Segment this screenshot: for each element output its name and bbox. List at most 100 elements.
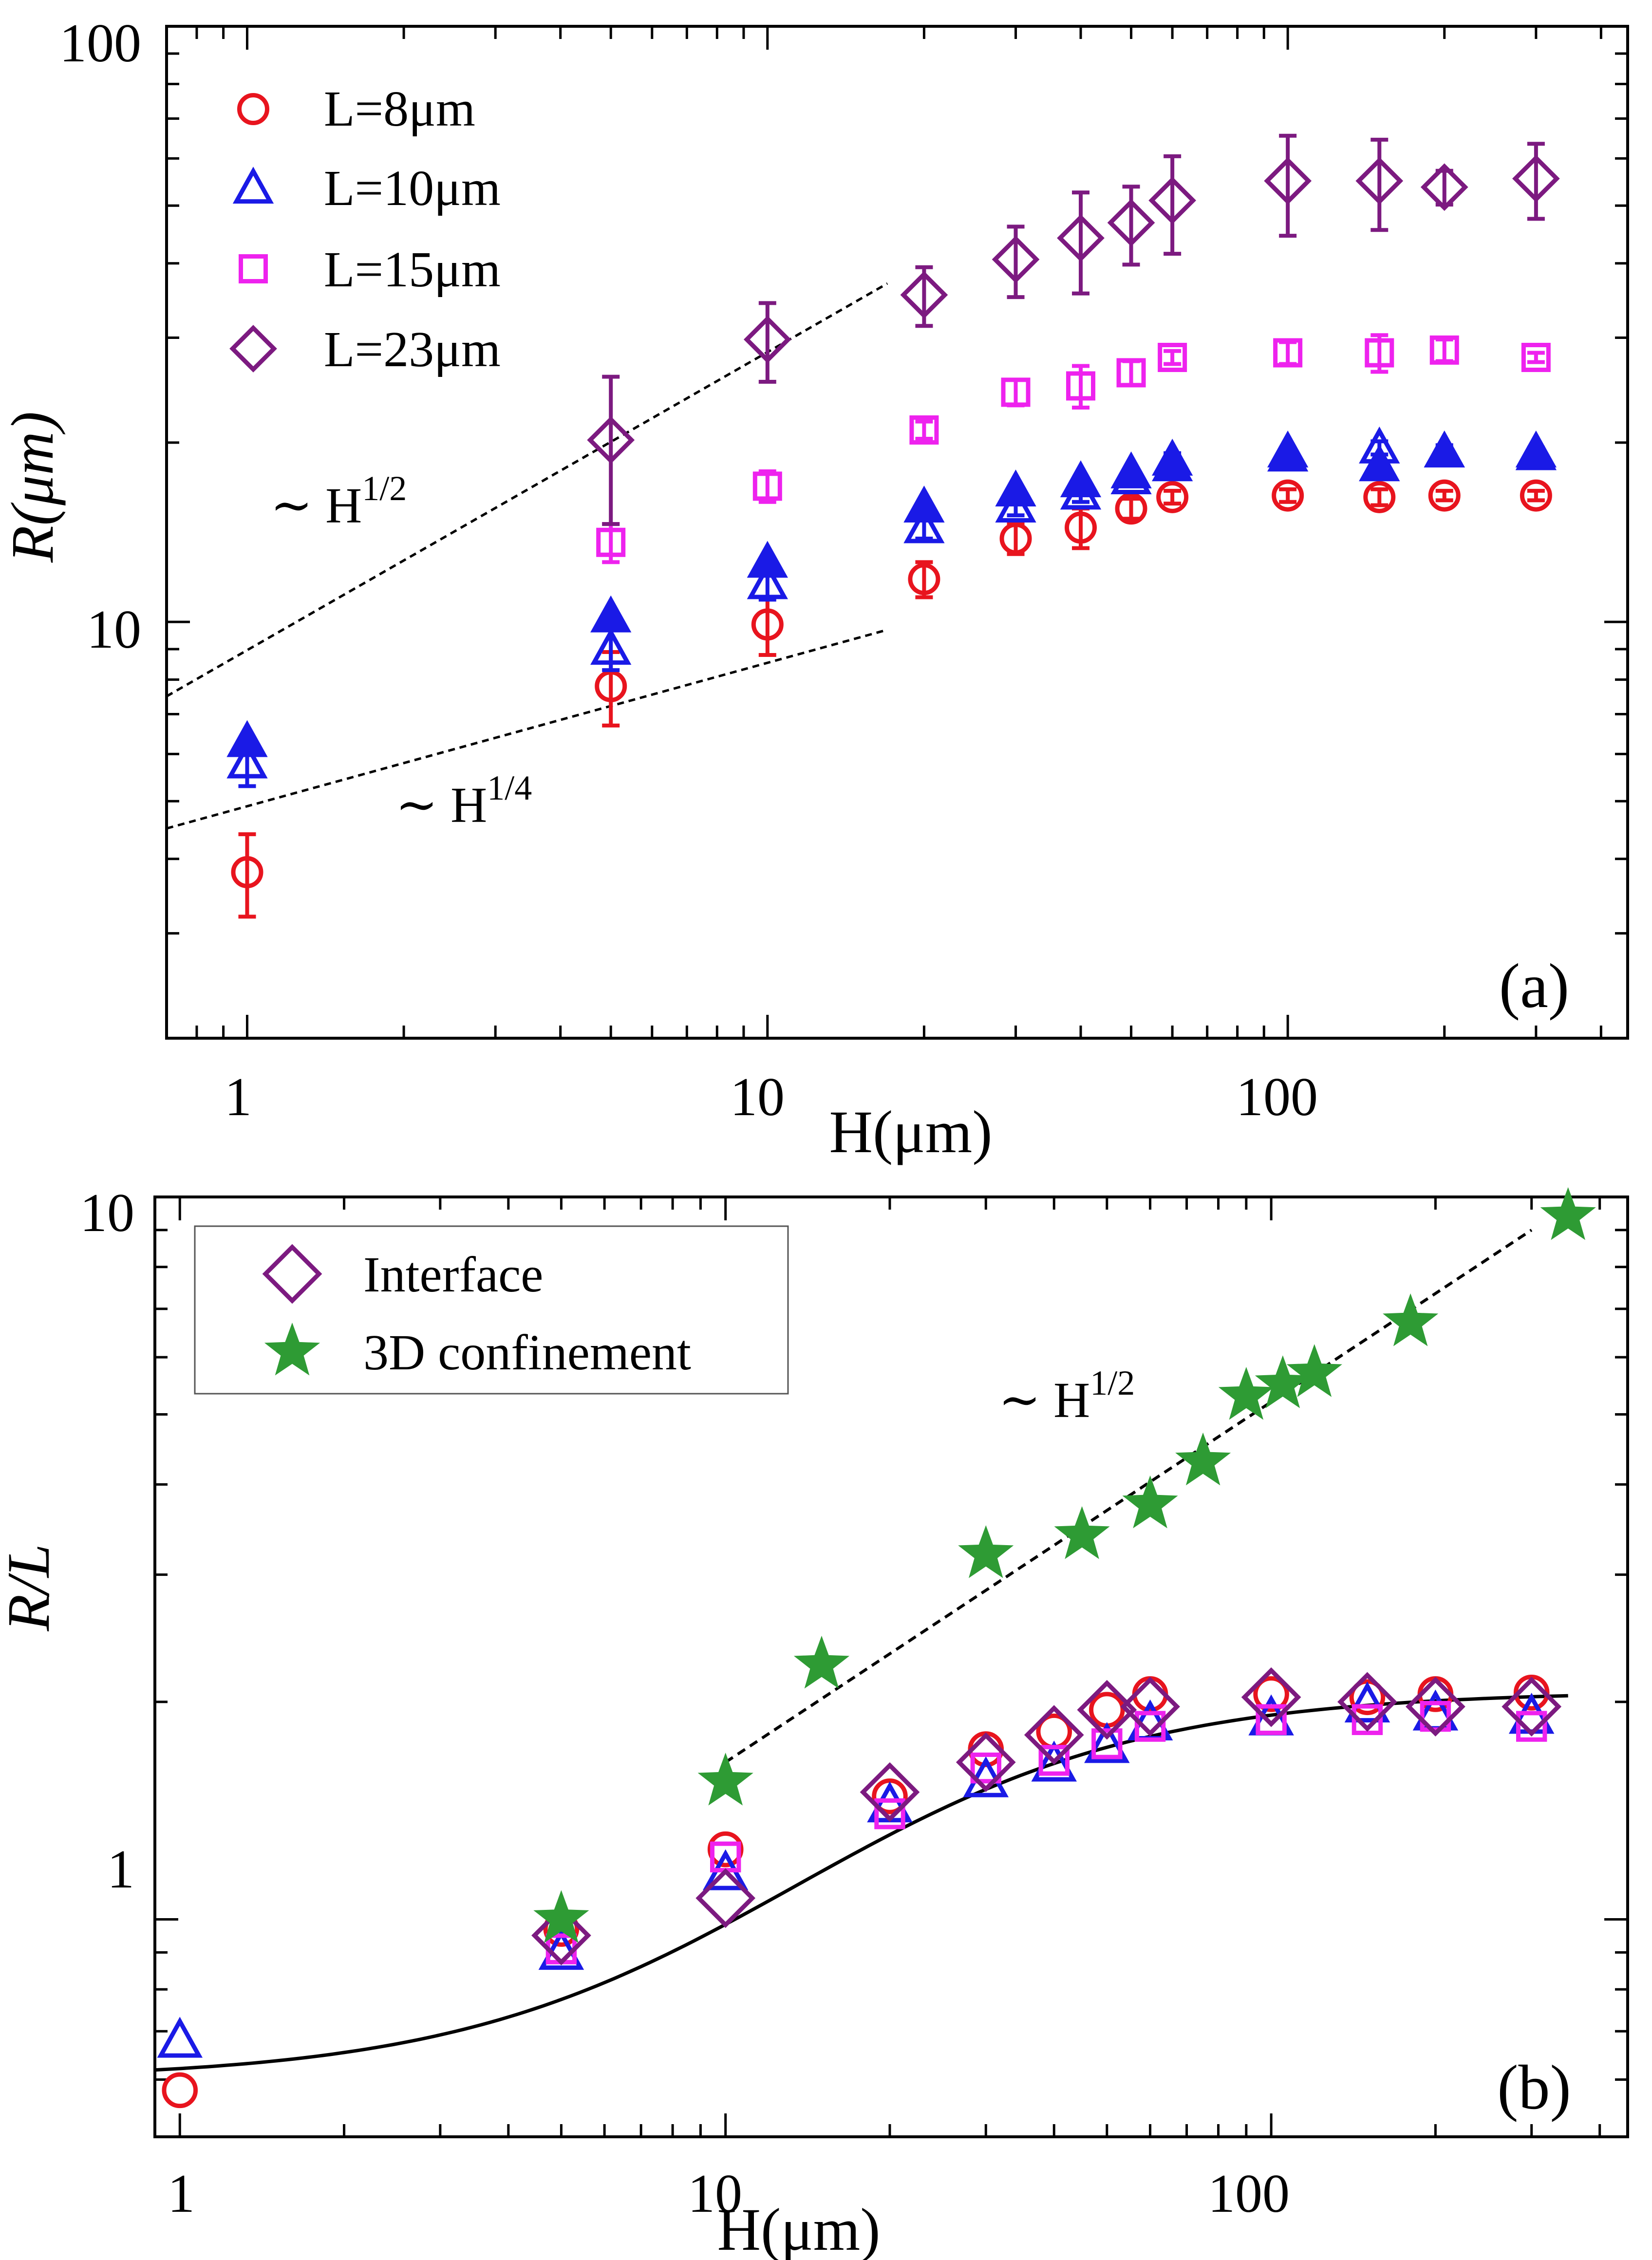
a-guide-label-half: ∼ H1/2 (270, 469, 407, 534)
b-point (1038, 1745, 1070, 1776)
a-point (1428, 479, 1461, 512)
a-point (1355, 157, 1404, 205)
b-series-3 (531, 1667, 1562, 1965)
a-point (1065, 511, 1097, 544)
a-point (1110, 451, 1152, 488)
b-point (707, 1831, 744, 1868)
b-series-2 (545, 1700, 1547, 1964)
a-legend-marker-3 (229, 325, 277, 373)
panel-a-data (226, 133, 1560, 919)
b-ytick-1: 1 (107, 1839, 134, 1900)
a-xtick-10: 10 (730, 1067, 785, 1127)
b-xtick-100: 100 (1208, 2164, 1290, 2224)
a-point (903, 486, 945, 523)
a-point (1151, 444, 1193, 482)
b-xtick-1: 1 (168, 2164, 195, 2224)
a-point (1420, 163, 1468, 211)
b-legend-box (194, 1225, 789, 1395)
b-point (970, 1752, 1001, 1784)
a-xlabel: H(μm) (829, 1099, 992, 1165)
b-series-0 (162, 1675, 1550, 2109)
b-legend-markers (262, 1244, 322, 1376)
a-series-1 (226, 426, 1557, 788)
a-legend-marker-2 (239, 254, 268, 283)
b-xlabel: H(μm) (717, 2196, 880, 2260)
a-point (900, 271, 948, 319)
a-point (752, 471, 782, 501)
b-point (531, 1905, 591, 1965)
b-point (1253, 1676, 1289, 1712)
b-point (1218, 1367, 1274, 1420)
a-point (590, 628, 632, 665)
b-point (1089, 1692, 1125, 1728)
panel-a-frame (165, 25, 1629, 1040)
a-xtick-100: 100 (1236, 1067, 1318, 1127)
a-point (1001, 377, 1031, 407)
a-point (1363, 481, 1396, 513)
a-point (1066, 371, 1096, 401)
b-point (1286, 1344, 1342, 1397)
a-panel-label: (a) (1499, 951, 1569, 1021)
a-series-0 (231, 479, 1552, 919)
panel-b-data (157, 1187, 1596, 2109)
a-point (747, 541, 788, 578)
a-legend-label-15: L=15μm (324, 242, 501, 298)
b-point (1175, 1432, 1231, 1486)
b-series-1 (157, 1681, 1555, 2058)
a-point (587, 416, 635, 464)
b-point (958, 1525, 1014, 1578)
b-ylabel: R/L (0, 1544, 62, 1631)
a-point (1520, 479, 1552, 512)
b-legend-marker-3d (264, 1323, 320, 1376)
a-point (590, 595, 632, 633)
b-point (1337, 1672, 1397, 1732)
a-point (1267, 430, 1309, 467)
a-guide-label-quarter: ∼ H1/4 (395, 768, 532, 833)
a-point (1273, 338, 1303, 368)
a-guide-exp-quarter: 1/4 (487, 768, 532, 807)
b-point (1256, 1704, 1287, 1736)
a-point (1116, 358, 1146, 388)
a-ytick-10: 10 (87, 599, 141, 660)
a-legend-label-8: L=8μm (324, 81, 475, 137)
b-ytick-10: 10 (80, 1183, 134, 1243)
a-point (226, 720, 268, 757)
a-point (1158, 342, 1187, 372)
a-point (1115, 492, 1147, 525)
b-point (874, 1798, 905, 1830)
b-point (1134, 1711, 1166, 1742)
a-point (992, 235, 1040, 283)
panel-a: 100 10 1 10 100 H(μm) R(μm) (a) L=8μm L=… (0, 13, 1629, 1165)
b-guide-exp-half: 1/2 (1090, 1363, 1135, 1402)
a-series-3 (596, 333, 1551, 564)
b-point (1344, 1681, 1390, 1723)
b-point (1241, 1667, 1301, 1727)
b-point (697, 1753, 753, 1806)
a-point (231, 856, 263, 889)
a-legend-label-23: L=23μm (324, 321, 501, 377)
b-point (1255, 1355, 1311, 1408)
panel-a-guides (166, 282, 888, 830)
a-legend-marker-1 (232, 167, 274, 204)
b-point (1349, 1679, 1386, 1716)
a-series-4 (587, 133, 1560, 526)
panel-a-ticks (165, 25, 1628, 1040)
a-point (1424, 430, 1465, 467)
a-legend-markers (229, 93, 277, 373)
a-point (1060, 460, 1102, 498)
b-point (1502, 1677, 1562, 1737)
b-point (1024, 1705, 1084, 1765)
b-point (956, 1732, 1016, 1793)
b-point (872, 1778, 908, 1814)
b-point (1516, 1711, 1547, 1742)
b-point (1420, 1700, 1451, 1732)
b-legend: Interface 3D confinement (194, 1225, 789, 1395)
b-fit-curve (154, 1694, 1568, 2072)
a-point (1156, 481, 1189, 513)
panel-b-ticks (153, 1195, 1628, 2138)
a-point (1429, 335, 1459, 365)
b-legend-label-interface: Interface (363, 1247, 543, 1303)
b-legend-label-3d: 3D confinement (363, 1325, 691, 1381)
a-point (226, 741, 268, 779)
